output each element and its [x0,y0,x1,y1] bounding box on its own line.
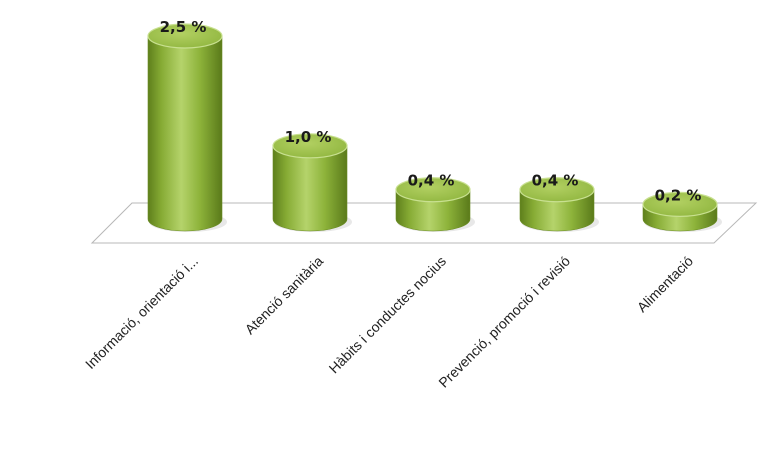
category-label-3: Hàbits i conductes nocius [326,253,450,377]
category-label-2: Atenció sanitària [242,253,327,338]
bar-5 [642,191,722,232]
value-label-1: 2,5 % [160,18,207,36]
bar-2 [272,133,352,232]
value-label-4: 0,4 % [532,172,579,190]
bar-body [147,35,223,232]
bar-4 [519,177,599,232]
bar-top [147,23,223,49]
value-label-3: 0,4 % [408,172,455,190]
bar-top [642,191,718,217]
category-label-5: Alimentació [634,253,697,316]
category-label-4: Prevenció, promoció i revisió [435,253,573,391]
bar-1 [147,23,227,232]
bar-top [272,133,348,159]
bar-top [395,177,471,203]
bar-3 [395,177,475,232]
value-label-5: 0,2 % [655,186,702,204]
category-label-1: Informació, orientació i... [82,253,201,372]
value-label-2: 1,0 % [285,128,332,146]
bar-body [272,145,348,232]
bar-top [519,177,595,203]
